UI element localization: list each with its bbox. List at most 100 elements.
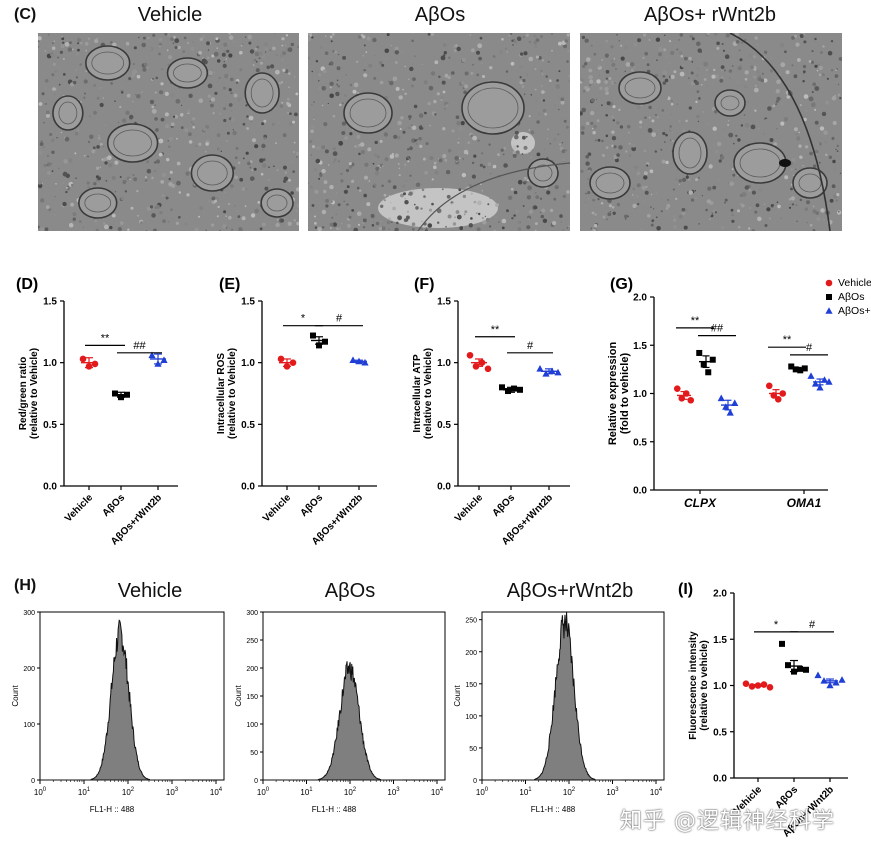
texture-speck — [293, 219, 297, 222]
texture-speck — [430, 33, 434, 36]
texture-speck — [400, 193, 404, 198]
texture-speck — [791, 36, 795, 40]
texture-speck — [172, 42, 175, 45]
y-tick-label: 100 — [465, 714, 477, 721]
texture-speck — [691, 37, 695, 41]
texture-speck — [827, 50, 833, 56]
texture-speck — [834, 74, 839, 78]
texture-speck — [254, 59, 256, 61]
texture-speck — [823, 130, 828, 135]
data-point — [79, 355, 87, 363]
texture-speck — [832, 159, 836, 164]
texture-speck — [476, 227, 481, 231]
texture-speck — [282, 68, 286, 72]
texture-speck — [165, 196, 169, 200]
texture-speck — [716, 41, 720, 46]
texture-speck — [633, 42, 638, 47]
texture-speck — [137, 215, 139, 217]
texture-speck — [731, 219, 735, 223]
texture-speck — [93, 110, 97, 115]
texture-speck — [128, 77, 132, 81]
texture-speck — [333, 161, 335, 164]
texture-speck — [793, 127, 798, 132]
texture-speck — [324, 149, 329, 154]
texture-speck — [608, 204, 612, 208]
texture-speck — [699, 210, 701, 212]
texture-speck — [773, 142, 778, 147]
y-tick-label: 50 — [250, 750, 258, 757]
texture-speck — [344, 136, 349, 141]
texture-speck — [293, 151, 295, 153]
texture-speck — [758, 187, 763, 192]
texture-speck — [249, 166, 252, 169]
texture-speck — [51, 46, 56, 50]
texture-speck — [287, 47, 293, 53]
significance-label: ## — [711, 323, 724, 335]
texture-speck — [822, 218, 825, 221]
texture-speck — [462, 194, 467, 199]
texture-speck — [708, 164, 713, 169]
texture-speck — [601, 139, 604, 143]
texture-speck — [237, 215, 241, 219]
texture-speck — [509, 33, 513, 36]
texture-speck — [593, 124, 598, 129]
mitochondrion-cristae — [91, 51, 125, 75]
texture-speck — [611, 136, 617, 141]
texture-speck — [56, 222, 59, 224]
texture-speck — [265, 51, 267, 53]
texture-speck — [464, 71, 469, 76]
texture-speck — [349, 83, 353, 87]
texture-speck — [658, 52, 662, 57]
texture-speck — [769, 69, 773, 73]
texture-speck — [602, 215, 606, 219]
texture-speck — [75, 68, 78, 71]
texture-speck — [755, 203, 760, 208]
texture-speck — [321, 104, 324, 107]
texture-speck — [656, 133, 658, 136]
em-image-vehicle — [38, 33, 299, 231]
texture-speck — [591, 211, 595, 215]
texture-speck — [211, 54, 215, 58]
texture-speck — [679, 71, 685, 77]
texture-speck — [681, 207, 686, 212]
texture-speck — [398, 174, 401, 177]
texture-speck — [568, 80, 570, 82]
texture-speck — [790, 168, 793, 171]
texture-speck — [442, 127, 446, 131]
texture-speck — [670, 206, 674, 209]
texture-speck — [739, 58, 743, 62]
texture-speck — [580, 45, 583, 47]
texture-speck — [314, 69, 319, 74]
texture-speck — [685, 175, 689, 179]
texture-speck — [96, 96, 100, 100]
mitochondrion — [78, 187, 118, 219]
texture-speck — [814, 120, 819, 125]
texture-speck — [50, 162, 53, 165]
texture-speck — [51, 138, 55, 142]
texture-speck — [239, 50, 243, 55]
texture-speck — [540, 84, 543, 88]
y-axis-label: Relative expression — [607, 342, 619, 446]
texture-speck — [182, 185, 185, 187]
y-tick-label: 0 — [254, 778, 258, 785]
y-axis-label-group: Count — [453, 685, 462, 707]
texture-speck — [389, 154, 395, 159]
texture-speck — [758, 127, 760, 129]
texture-speck — [132, 100, 134, 103]
texture-speck — [455, 115, 460, 119]
texture-speck — [581, 64, 586, 68]
texture-speck — [102, 157, 107, 162]
texture-speck — [794, 34, 797, 38]
x-axis-label: FL1-H :: 488 — [90, 805, 135, 814]
texture-speck — [810, 102, 816, 108]
texture-speck — [411, 125, 417, 131]
texture-speck — [698, 176, 700, 179]
texture-speck — [151, 176, 154, 180]
texture-speck — [648, 39, 651, 41]
texture-speck — [824, 140, 828, 144]
texture-speck — [287, 111, 290, 114]
texture-speck — [558, 108, 560, 111]
texture-speck — [398, 95, 403, 100]
texture-speck — [103, 224, 109, 230]
